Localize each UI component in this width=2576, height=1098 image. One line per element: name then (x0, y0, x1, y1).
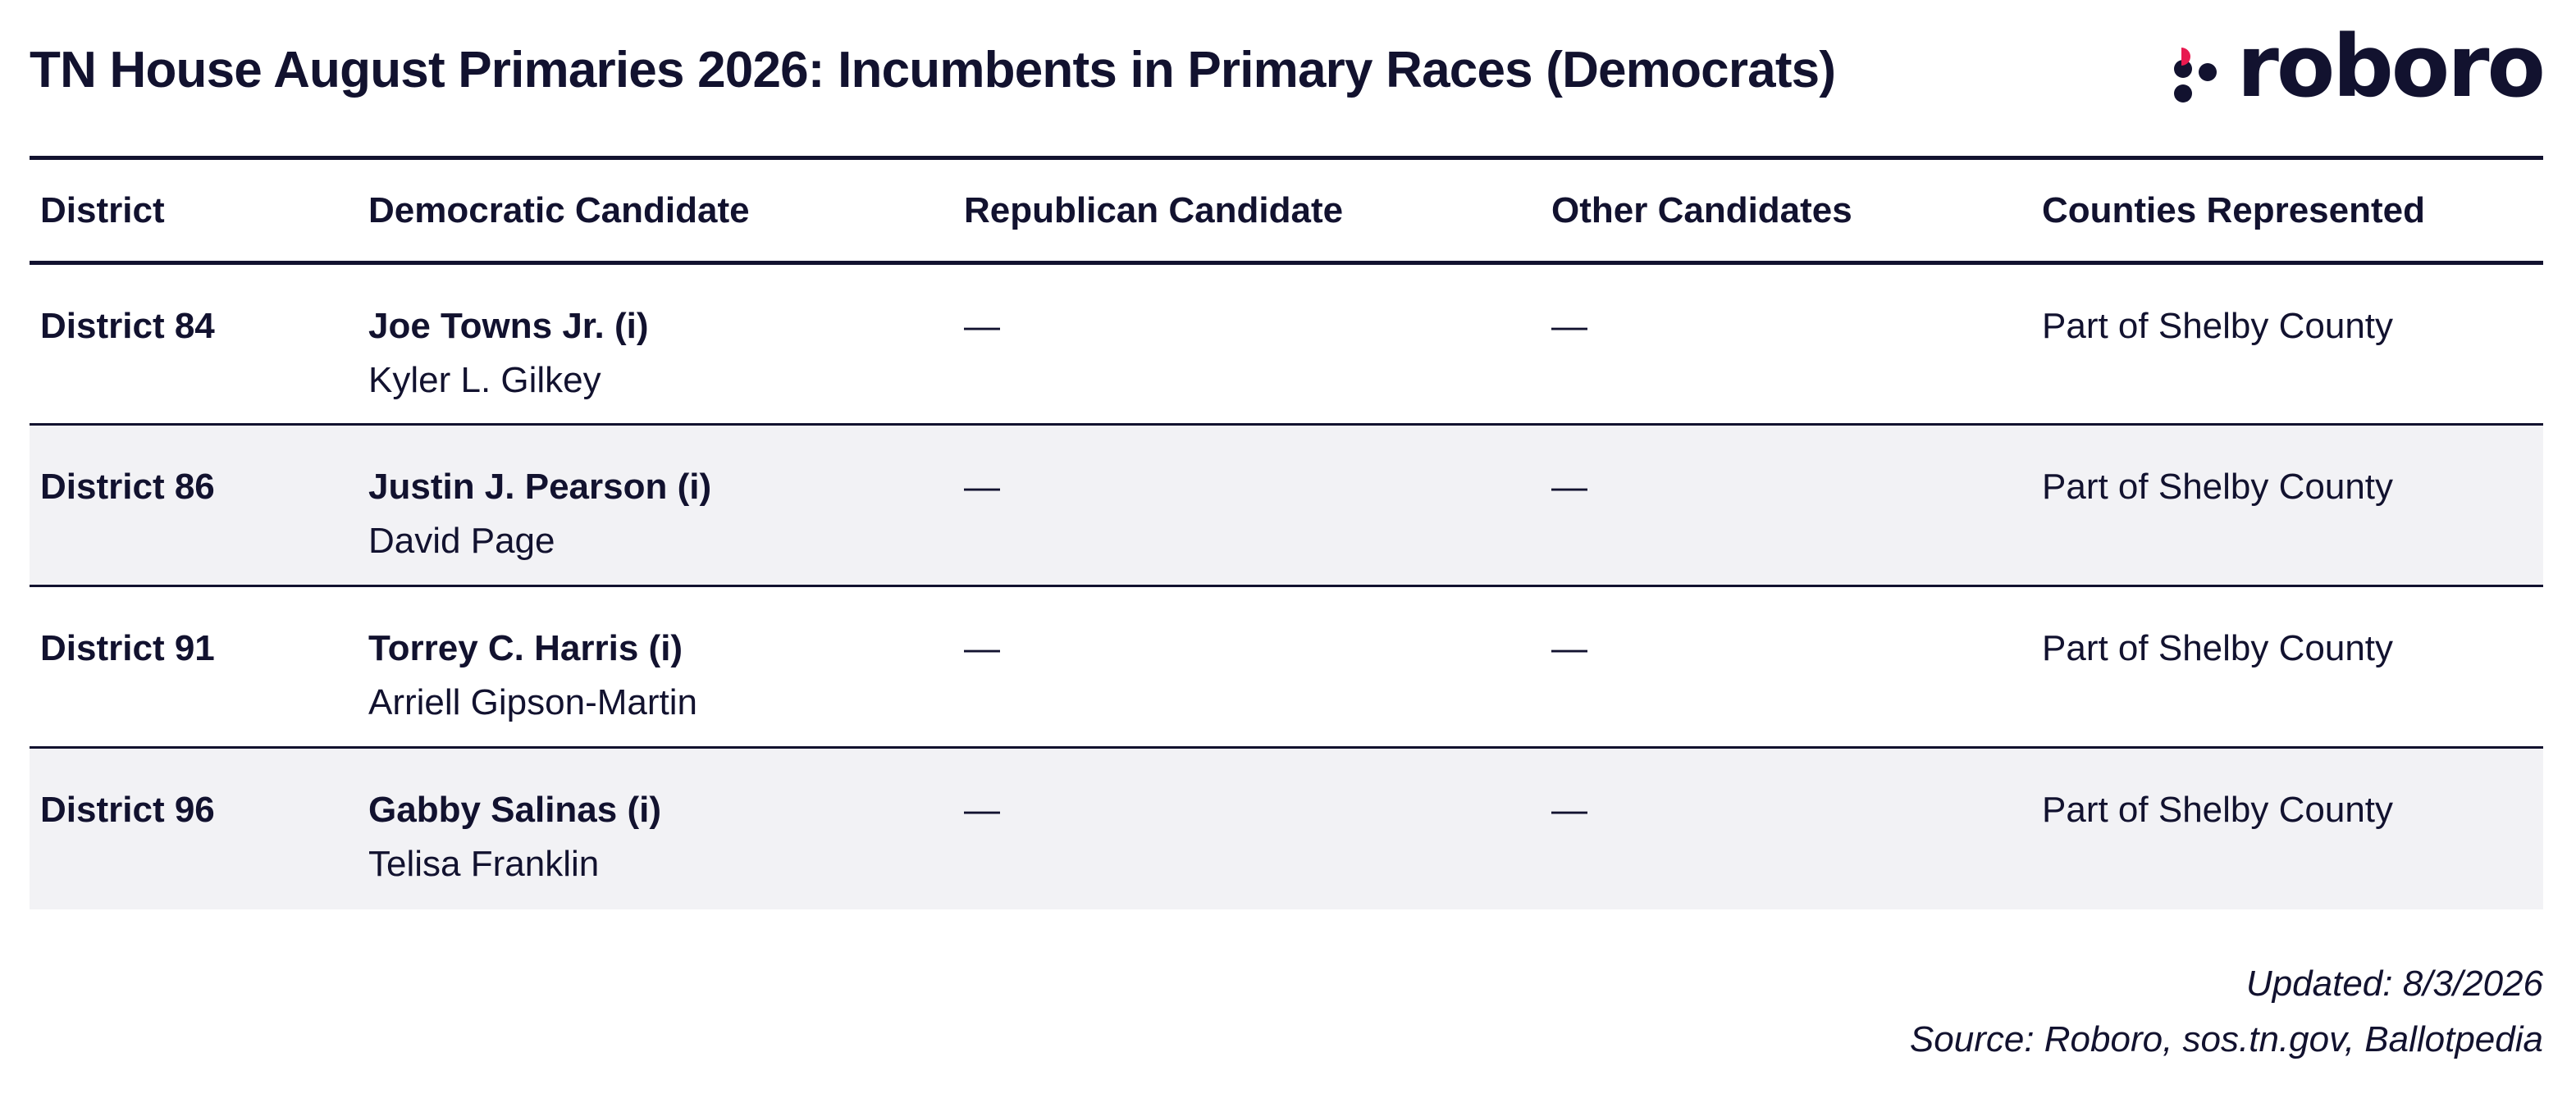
republican-candidate-cell: — (964, 467, 1000, 507)
table-header-row: District Democratic Candidate Republican… (30, 157, 2543, 263)
incumbent-name: Justin J. Pearson (i) (368, 467, 712, 507)
primaries-table: District Democratic Candidate Republican… (30, 156, 2543, 909)
democratic-candidate-cell: Joe Towns Jr. (i) Kyler L. Gilkey (358, 263, 953, 425)
column-header-democratic-candidate: Democratic Candidate (368, 189, 750, 230)
column-header-counties-represented: Counties Represented (2042, 189, 2425, 230)
page: TN House August Primaries 2026: Incumben… (30, 0, 2546, 1098)
updated-date: Updated: 8/3/2026 (2245, 964, 2543, 1004)
column-header-republican-candidate: Republican Candidate (964, 189, 1344, 230)
challenger-name: Telisa Franklin (368, 844, 600, 884)
other-candidates-cell: — (1551, 790, 1587, 830)
challenger-name: Kyler L. Gilkey (368, 360, 601, 400)
district-cell: District 86 (40, 467, 215, 507)
other-candidates-cell: — (1551, 628, 1587, 668)
page-title: TN House August Primaries 2026: Incumben… (30, 42, 1836, 98)
republican-candidate-cell: — (964, 306, 1000, 346)
other-candidates-cell: — (1551, 306, 1587, 346)
democratic-candidate-cell: Justin J. Pearson (i) David Page (358, 425, 953, 586)
other-candidates-cell: — (1551, 467, 1587, 507)
district-cell: District 96 (40, 790, 215, 830)
table-row: District 96 Gabby Salinas (i) Telisa Fra… (30, 747, 2543, 909)
challenger-name: David Page (368, 521, 555, 561)
source-note: Source: Roboro, sos.tn.gov, Ballotpedia (1909, 1019, 2543, 1059)
incumbent-name: Torrey C. Harris (i) (368, 628, 683, 668)
roboro-dots-logo-icon (2173, 48, 2217, 103)
counties-cell: Part of Shelby County (2042, 306, 2394, 346)
table-body: District 84 Joe Towns Jr. (i) Kyler L. G… (30, 263, 2543, 909)
header: TN House August Primaries 2026: Incumben… (30, 24, 2546, 113)
column-header-other-candidates: Other Candidates (1551, 189, 1852, 230)
logo-text: roboro (2236, 16, 2546, 116)
challenger-name: Arriell Gipson-Martin (368, 682, 697, 722)
district-cell: District 91 (40, 628, 215, 668)
republican-candidate-cell: — (964, 628, 1000, 668)
district-cell: District 84 (40, 306, 215, 346)
footer: Updated: 8/3/2026 Source: Roboro, sos.tn… (1910, 956, 2543, 1068)
table-header: District Democratic Candidate Republican… (30, 157, 2543, 263)
incumbent-name: Joe Towns Jr. (i) (368, 306, 649, 346)
table-row: District 84 Joe Towns Jr. (i) Kyler L. G… (30, 263, 2543, 425)
counties-cell: Part of Shelby County (2042, 628, 2394, 668)
counties-cell: Part of Shelby County (2042, 467, 2394, 507)
column-header-district: District (40, 189, 165, 230)
democratic-candidate-cell: Torrey C. Harris (i) Arriell Gipson-Mart… (358, 586, 953, 748)
table-row: District 91 Torrey C. Harris (i) Arriell… (30, 586, 2543, 748)
incumbent-name: Gabby Salinas (i) (368, 790, 661, 830)
counties-cell: Part of Shelby County (2042, 790, 2394, 830)
republican-candidate-cell: — (964, 790, 1000, 830)
democratic-candidate-cell: Gabby Salinas (i) Telisa Franklin (358, 748, 953, 909)
logo: roboro (2170, 24, 2546, 113)
table-row: District 86 Justin J. Pearson (i) David … (30, 424, 2543, 586)
